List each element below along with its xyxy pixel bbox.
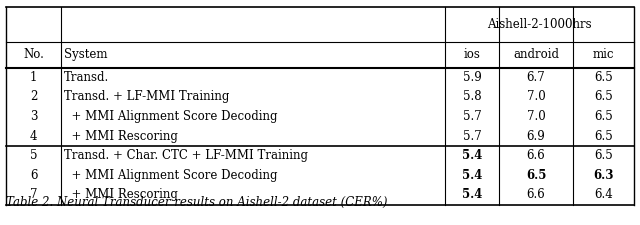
Text: 7.0: 7.0 xyxy=(527,90,545,103)
Text: 5.4: 5.4 xyxy=(462,169,482,182)
Text: 6: 6 xyxy=(30,169,37,182)
Text: + MMI Alignment Score Decoding: + MMI Alignment Score Decoding xyxy=(64,169,278,182)
Text: ios: ios xyxy=(463,48,481,61)
Text: mic: mic xyxy=(593,48,614,61)
Text: 2: 2 xyxy=(30,90,37,103)
Text: Aishell-2-1000hrs: Aishell-2-1000hrs xyxy=(487,18,591,31)
Text: Transd. + Char. CTC + LF-MMI Training: Transd. + Char. CTC + LF-MMI Training xyxy=(64,149,308,162)
Text: 4: 4 xyxy=(30,130,37,142)
Text: 7: 7 xyxy=(30,188,37,201)
Text: 6.4: 6.4 xyxy=(594,188,612,201)
Text: 6.5: 6.5 xyxy=(594,90,612,103)
Text: 6.5: 6.5 xyxy=(594,149,612,162)
Text: 5.8: 5.8 xyxy=(463,90,481,103)
Text: Transd. + LF-MMI Training: Transd. + LF-MMI Training xyxy=(64,90,229,103)
Text: 6.5: 6.5 xyxy=(594,130,612,142)
Text: 5.9: 5.9 xyxy=(463,71,481,84)
Text: 6.7: 6.7 xyxy=(527,71,545,84)
Text: + MMI Rescoring: + MMI Rescoring xyxy=(64,188,178,201)
Text: 1: 1 xyxy=(30,71,37,84)
Text: 6.6: 6.6 xyxy=(527,188,545,201)
Text: + MMI Alignment Score Decoding: + MMI Alignment Score Decoding xyxy=(64,110,278,123)
Text: 5.7: 5.7 xyxy=(463,110,481,123)
Text: 6.9: 6.9 xyxy=(527,130,545,142)
Text: 3: 3 xyxy=(30,110,37,123)
Text: Transd.: Transd. xyxy=(64,71,109,84)
Text: 6.3: 6.3 xyxy=(593,169,614,182)
Text: 5.4: 5.4 xyxy=(462,188,482,201)
Text: + MMI Rescoring: + MMI Rescoring xyxy=(64,130,178,142)
Text: 7.0: 7.0 xyxy=(527,110,545,123)
Text: 6.5: 6.5 xyxy=(594,110,612,123)
Text: 5.4: 5.4 xyxy=(462,149,482,162)
Text: Table 2. Neural Transducer results on Aishell-2 dataset (CER%): Table 2. Neural Transducer results on Ai… xyxy=(6,196,388,209)
Text: android: android xyxy=(513,48,559,61)
Text: 6.5: 6.5 xyxy=(526,169,546,182)
Text: 6.6: 6.6 xyxy=(527,149,545,162)
Text: System: System xyxy=(64,48,108,61)
Text: 6.5: 6.5 xyxy=(594,71,612,84)
Text: 5: 5 xyxy=(30,149,37,162)
Text: No.: No. xyxy=(23,48,44,61)
Text: 5.7: 5.7 xyxy=(463,130,481,142)
